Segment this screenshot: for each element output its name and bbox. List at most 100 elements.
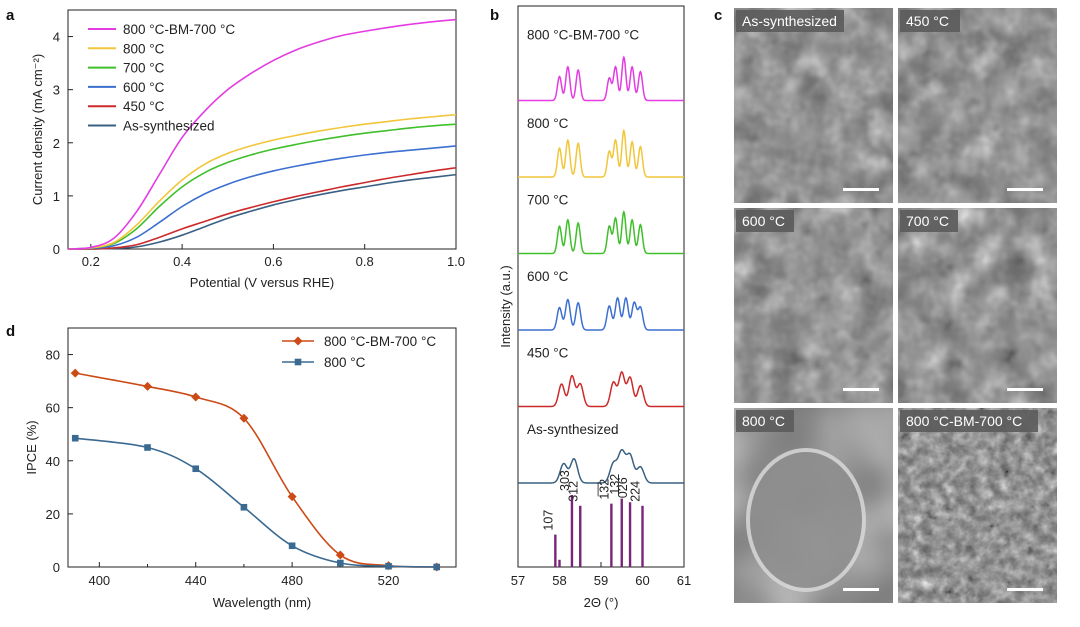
pattern-label: 700 °C (527, 193, 569, 208)
y-tick-label: 60 (46, 401, 60, 416)
data-point (70, 368, 80, 378)
x-tick-label: 61 (677, 573, 691, 588)
x-tick-label: 0.4 (173, 254, 191, 269)
sem-grain-highlight (746, 448, 866, 592)
data-point (192, 465, 200, 473)
y-tick-label: 80 (46, 348, 60, 363)
x-tick-label: 400 (88, 573, 110, 588)
miller-index-label: 132 (608, 474, 622, 495)
x-axis-label: 2Θ (°) (584, 595, 619, 610)
x-tick-label: 520 (378, 573, 400, 588)
series-line (67, 18, 457, 250)
legend-entry: 450 °C (123, 99, 165, 114)
series-line (75, 372, 437, 568)
sem-caption-label: 800 °C-BM-700 °C (906, 413, 1022, 429)
sem-image-tile: 450 °C (898, 8, 1057, 203)
y-axis-label: IPCE (%) (24, 420, 39, 474)
sem-caption-label: 600 °C (742, 213, 785, 229)
sem-image-tile: 600 °C (734, 208, 893, 403)
panel-label-c: c (714, 7, 722, 24)
pattern-label: 800 °C (527, 116, 569, 131)
legend-entry: As-synthesized (123, 119, 215, 134)
scale-bar (1007, 588, 1043, 591)
x-tick-label: 57 (511, 573, 525, 588)
panel-label-b: b (490, 7, 499, 24)
plot-frame (67, 9, 457, 250)
sem-image-tile: As-synthesized (734, 8, 893, 203)
data-point (191, 392, 201, 402)
y-tick-label: 40 (46, 454, 60, 469)
sem-caption-label: As-synthesized (742, 13, 837, 29)
pattern-label: 800 °C-BM-700 °C (527, 28, 639, 43)
pattern-label: 600 °C (527, 269, 569, 284)
sem-image-tile: 700 °C (898, 208, 1057, 403)
scale-bar (843, 388, 879, 391)
x-axis-label: Potential (V versus RHE) (190, 275, 335, 290)
sem-caption-box (900, 410, 1038, 432)
sem-caption-box (736, 410, 794, 432)
legend-entry: 600 °C (123, 80, 165, 95)
miller-index-label: 312 (566, 481, 580, 502)
legend-entry: 800 °C-BM-700 °C (123, 22, 235, 37)
miller-index-label: 224 (629, 481, 643, 502)
series-line (75, 437, 437, 568)
x-tick-label: 58 (552, 573, 566, 588)
y-tick-label: 4 (53, 30, 60, 45)
pattern-label: As-synthesized (527, 422, 619, 437)
sem-image-texture (734, 8, 893, 203)
data-point (433, 563, 441, 571)
sem-caption-box (900, 10, 960, 32)
data-point (288, 542, 296, 550)
data-point (144, 444, 151, 451)
y-tick-label: 0 (53, 242, 60, 257)
sem-image-texture (898, 208, 1057, 403)
x-tick-label: 59 (594, 573, 608, 588)
series-line (67, 123, 457, 250)
series-line (67, 145, 457, 250)
y-tick-label: 20 (46, 507, 60, 522)
y-tick-label: 0 (53, 560, 60, 575)
x-tick-label: 0.2 (82, 254, 100, 269)
panel-d-ipce: d 400 440 480 520 0 20 40 60 80 Wavelength (nm) IP… (6, 323, 457, 610)
data-point (239, 413, 249, 423)
plot-frame (67, 327, 457, 568)
xrd-pattern (518, 55, 684, 102)
x-tick-label: 0.8 (356, 254, 374, 269)
x-tick-label: 480 (281, 573, 303, 588)
legend-entry: 800 °C-BM-700 °C (324, 334, 436, 349)
series-line (67, 166, 457, 250)
scale-bar (1007, 188, 1043, 191)
sem-caption-box (736, 10, 844, 32)
x-axis-label: Wavelength (nm) (213, 595, 312, 610)
sem-image-texture (898, 8, 1057, 203)
miller-index-label: 026 (616, 477, 630, 498)
sem-caption-label: 700 °C (906, 213, 949, 229)
legend-entry: 700 °C (123, 61, 165, 76)
miller-index-label: 107 (541, 510, 555, 531)
data-point (337, 559, 344, 567)
pattern-label: 450 °C (527, 346, 569, 361)
y-axis-label: Current density (mA cm⁻²) (30, 54, 45, 205)
legend-entry: 800 °C (123, 41, 165, 56)
panel-a-current-density: a 0.2 0.4 0.6 0.8 1.0 0 1 2 3 4 Potential (V versu… (6, 7, 465, 290)
sem-image-texture (898, 408, 1057, 603)
legend-marker (293, 336, 303, 346)
data-point (335, 550, 345, 560)
scale-bar (1007, 388, 1043, 391)
data-point (287, 492, 297, 502)
miller-index-label: 1̅3̅2 (597, 479, 611, 500)
miller-index-label: 303 (558, 470, 572, 491)
xrd-pattern (518, 448, 684, 484)
y-axis-label: Intensity (a.u.) (498, 265, 513, 347)
xrd-pattern (518, 296, 684, 331)
xrd-pattern (518, 371, 684, 408)
scale-bar (843, 188, 879, 191)
y-tick-label: 3 (53, 83, 60, 98)
sem-image-tile: 800 °C (734, 408, 893, 603)
y-tick-label: 1 (53, 189, 60, 204)
sem-caption-box (900, 210, 958, 232)
series-line (67, 113, 457, 250)
panel-label-a: a (6, 7, 15, 24)
data-point (71, 434, 79, 442)
data-point (143, 381, 153, 391)
